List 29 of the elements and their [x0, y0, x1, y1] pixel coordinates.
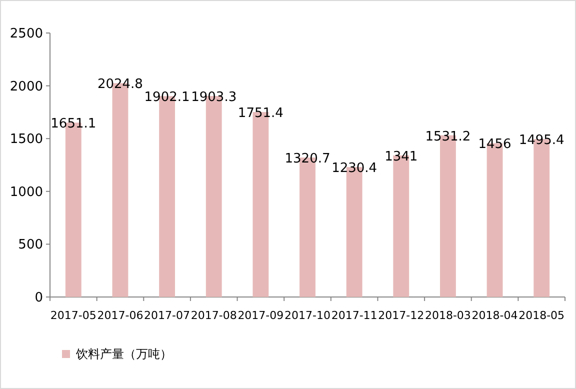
- y-tick-label: 2000: [10, 79, 43, 94]
- legend: 饮料产量（万吨）: [62, 347, 172, 361]
- data-label: 1456: [478, 137, 512, 152]
- x-tick-label: 2017-10: [284, 309, 330, 322]
- data-label: 1531.2: [425, 129, 471, 144]
- x-tick-label: 2018-03: [424, 309, 471, 322]
- data-label: 1495.4: [518, 133, 564, 148]
- data-label: 1751.4: [238, 106, 284, 122]
- x-tick-label: 2017-12: [378, 309, 424, 322]
- x-tick-label: 2018-04: [472, 309, 518, 322]
- y-tick-label: 1500: [10, 132, 43, 148]
- x-tick-label: 2017-06: [97, 309, 144, 322]
- x-tick-label: 2017-11: [331, 309, 378, 322]
- x-tick-label: 2018-05: [518, 309, 565, 322]
- data-label: 1230.4: [332, 161, 378, 176]
- y-tick-label: 500: [18, 238, 43, 253]
- data-label: 1341: [384, 149, 418, 164]
- data-label: 1651.1: [50, 116, 96, 132]
- y-tick-label: 0: [34, 290, 43, 306]
- x-tick-label: 2017-05: [50, 309, 96, 322]
- y-tick-label: 1000: [10, 184, 43, 200]
- data-label: 1903.3: [191, 90, 237, 106]
- data-label: 2024.8: [97, 77, 143, 92]
- x-tick-label: 2017-07: [144, 309, 190, 322]
- data-label: 1320.7: [284, 152, 330, 167]
- x-tick-label: 2017-08: [190, 309, 237, 322]
- data-label: 1902.1: [144, 90, 190, 106]
- x-tick-label: 2017-09: [238, 309, 284, 322]
- y-tick-label: 2500: [10, 26, 43, 42]
